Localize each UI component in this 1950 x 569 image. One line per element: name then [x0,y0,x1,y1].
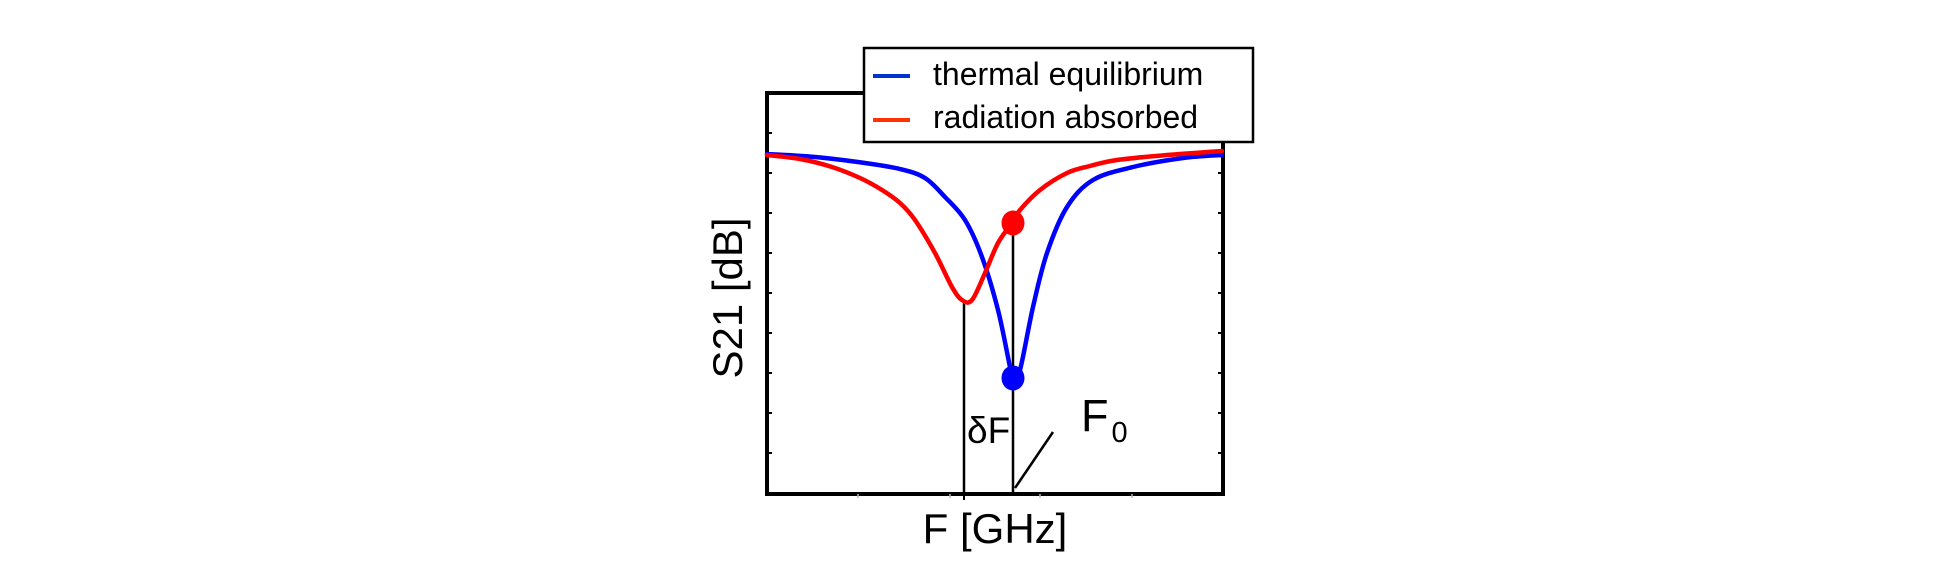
f0-main: F [1081,390,1109,441]
f0-subscript: 0 [1112,417,1128,449]
legend-label-thermal-equilibrium: thermal equilibrium [933,56,1203,92]
x-axis-label: F [GHz] [923,505,1068,552]
radiation-absorbed-curve [764,148,1225,305]
delta-f-annotation: δF [967,410,1010,451]
y-axis-label: S21 [dB] [704,217,751,378]
f0-pointer-line [1013,431,1055,489]
legend-label-radiation-absorbed: radiation absorbed [933,99,1198,135]
legend-box [862,46,1255,144]
radiation-absorbed-marker [1001,210,1025,236]
legend: thermal equilibrium radiation absorbed [862,46,1255,144]
thermal-equilibrium-curve [764,151,1225,381]
x-axis-ticks [857,494,1133,500]
thermal-equilibrium-marker [1001,365,1025,391]
